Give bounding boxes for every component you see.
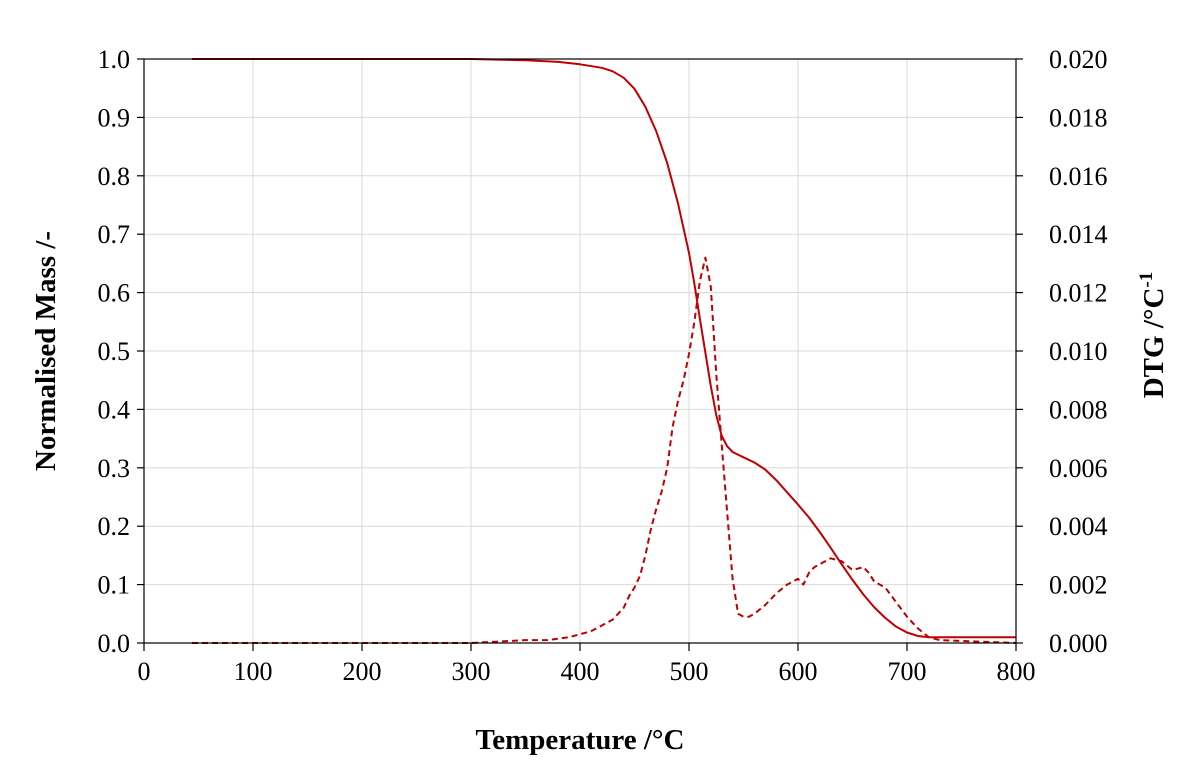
y-right-tick-label: 0.000: [1049, 629, 1108, 658]
x-tick-label: 500: [670, 657, 709, 686]
y-left-tick-label: 0.8: [98, 162, 131, 191]
y-right-tick-label: 0.018: [1049, 103, 1108, 132]
y-left-tick-label: 0.0: [98, 629, 131, 658]
x-tick-label: 800: [997, 657, 1036, 686]
y-right-axis-title: DTG /°C-1: [1136, 272, 1170, 399]
y-right-tick-label: 0.012: [1049, 279, 1108, 308]
y-right-tick-label: 0.008: [1049, 395, 1108, 424]
mass-series-line: [192, 58, 1016, 639]
x-tick-label: 300: [452, 657, 491, 686]
y-right-tick-label: 0.004: [1049, 512, 1108, 541]
y-right-axis-title-superscript: -1: [1136, 272, 1157, 288]
y-left-tick-label: 0.9: [98, 103, 131, 132]
y-left-tick-label: 1.0: [98, 45, 131, 74]
y-left-axis-title: Normalised Mass /-: [30, 231, 62, 471]
y-right-tick-label: 0.016: [1049, 162, 1108, 191]
y-left-tick-label: 0.5: [98, 337, 131, 366]
y-left-tick-label: 0.2: [98, 512, 131, 541]
x-tick-label: 0: [138, 657, 151, 686]
y-left-tick-label: 0.4: [98, 395, 131, 424]
y-right-tick-label: 0.006: [1049, 454, 1108, 483]
dtg-series-line: [192, 256, 1017, 644]
x-axis-title: Temperature /°C: [476, 724, 685, 756]
tick-layer: 0 100 200 300 400 500 600 700 800 0.0 0.1 0.2 0.3 0.4…: [98, 45, 1108, 686]
series-layer: [192, 58, 1017, 644]
y-right-tick-label: 0.010: [1049, 337, 1108, 366]
y-left-tick-label: 0.7: [98, 220, 131, 249]
x-tick-label: 200: [343, 657, 382, 686]
gridlines: [144, 59, 1016, 643]
y-left-tick-label: 0.1: [98, 571, 131, 600]
y-left-tick-label: 0.3: [98, 454, 131, 483]
y-left-tick-label: 0.6: [98, 279, 131, 308]
x-tick-label: 700: [888, 657, 927, 686]
y-right-tick-label: 0.014: [1049, 220, 1108, 249]
y-right-axis-title-base: DTG /°C: [1138, 288, 1170, 399]
y-right-tick-label: 0.002: [1049, 571, 1108, 600]
x-tick-label: 600: [779, 657, 818, 686]
x-tick-label: 400: [561, 657, 600, 686]
x-tick-label: 100: [234, 657, 273, 686]
y-right-tick-label: 0.020: [1049, 45, 1108, 74]
